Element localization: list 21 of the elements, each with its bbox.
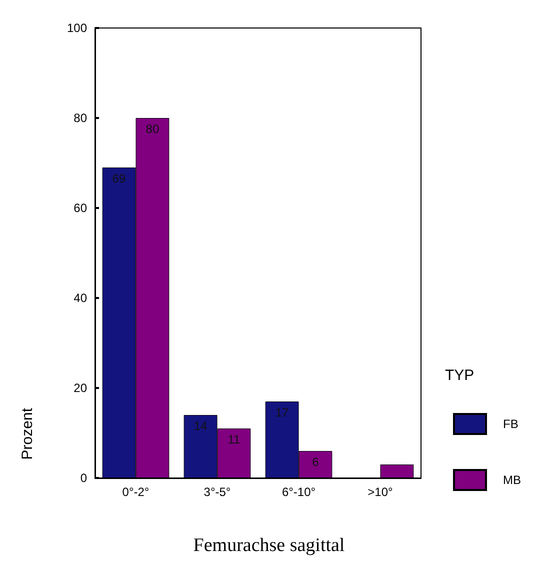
- x-tick-label: 6°-10°: [282, 485, 316, 499]
- y-tick-label: 80: [74, 111, 88, 125]
- data-label: 6: [312, 455, 320, 469]
- x-axis-title: Femurachse sagittal: [193, 535, 345, 556]
- legend-label: FB: [503, 417, 518, 431]
- y-axis-title: Prozent: [19, 407, 36, 460]
- legend-label: MB: [503, 473, 521, 487]
- y-tick-label: 40: [74, 291, 88, 305]
- y-tick-label: 20: [74, 381, 88, 395]
- data-label: 80: [146, 122, 160, 136]
- data-label: 69: [112, 172, 126, 186]
- data-label: 17: [275, 406, 290, 420]
- y-tick-label: 100: [66, 21, 88, 35]
- data-label: 14: [194, 419, 208, 433]
- data-label: 11: [228, 432, 241, 446]
- y-tick-label: 0: [80, 471, 88, 485]
- x-tick-label: 3°-5°: [204, 485, 231, 499]
- y-tick-label: 60: [74, 201, 88, 215]
- x-tick-label: 0°-2°: [122, 485, 150, 499]
- legend-title: TYP: [445, 367, 474, 384]
- x-tick-label: >10°: [368, 485, 394, 499]
